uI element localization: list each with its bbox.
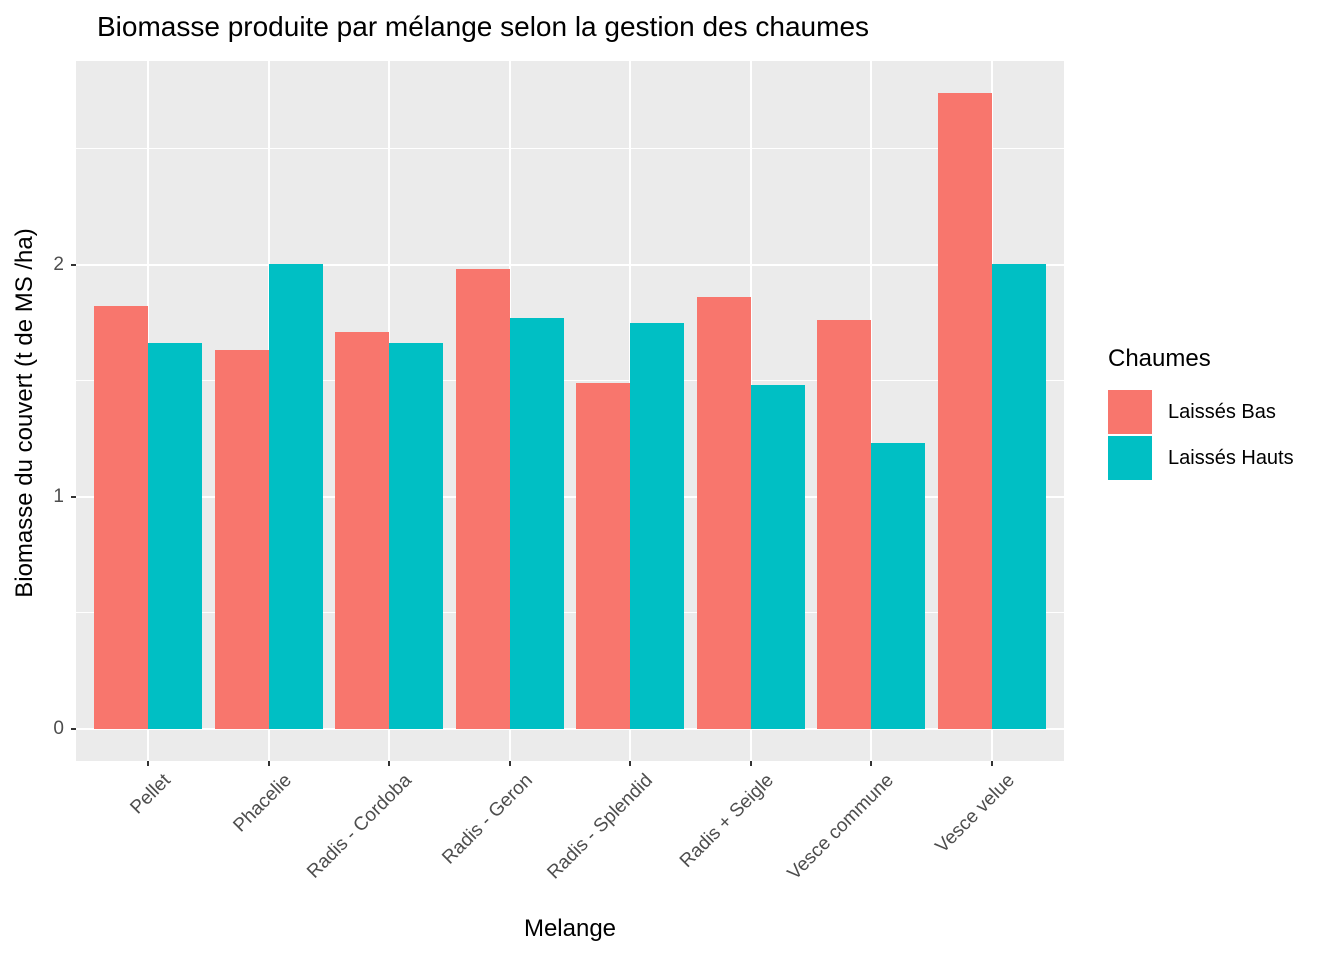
y-tick-mark [71,263,76,266]
bar [750,385,805,729]
legend-item: Laissés Hauts [1108,436,1294,480]
major-gridline-vertical [870,61,873,761]
x-tick-mark [870,761,873,766]
minor-gridline [76,147,1064,149]
bar [509,318,564,729]
legend: Chaumes Laissés Bas Laissés Hauts [1108,345,1294,482]
y-tick-mark [71,728,76,730]
x-tick-mark [749,761,752,766]
legend-title: Chaumes [1108,345,1211,372]
legend-item-label: Laissés Hauts [1168,446,1294,469]
bar [94,306,149,729]
minor-gridline [76,380,1064,382]
bar [817,320,872,729]
bar [268,264,323,729]
x-axis-title: Melange [523,915,617,942]
plot-panel [76,61,1064,761]
major-gridline [76,495,1064,498]
x-tick-mark [990,761,993,766]
major-gridline [76,263,1064,266]
y-tick-label: 0 [53,718,64,739]
bar [937,93,992,729]
minor-gridline [76,612,1064,614]
legend-swatch [1108,436,1152,480]
x-tick-mark [388,761,391,766]
y-axis-title: Biomasse du couvert (t de MS /ha) [11,228,38,598]
bar [455,269,510,729]
bar [389,343,444,729]
y-tick-label: 2 [53,253,64,275]
y-tick-label: 1 [53,485,64,507]
x-tick-mark [508,761,511,766]
x-tick-mark [267,761,270,766]
bar [214,350,269,729]
y-tick-mark [71,495,76,498]
bar [991,264,1046,729]
major-gridline [76,728,1064,730]
chart-title: Biomasse produite par mélange selon la g… [97,11,870,42]
legend-item: Laissés Bas [1108,390,1294,434]
x-tick-mark [629,761,632,766]
bar [630,323,685,729]
bar [696,297,751,729]
bar [576,383,631,729]
bar [148,343,203,729]
legend-item-label: Laissés Bas [1168,400,1276,423]
legend-items: Laissés Bas Laissés Hauts [1108,390,1294,480]
legend-swatch [1108,390,1152,434]
bar [871,443,926,729]
bar [335,332,390,729]
x-tick-mark [147,761,150,766]
